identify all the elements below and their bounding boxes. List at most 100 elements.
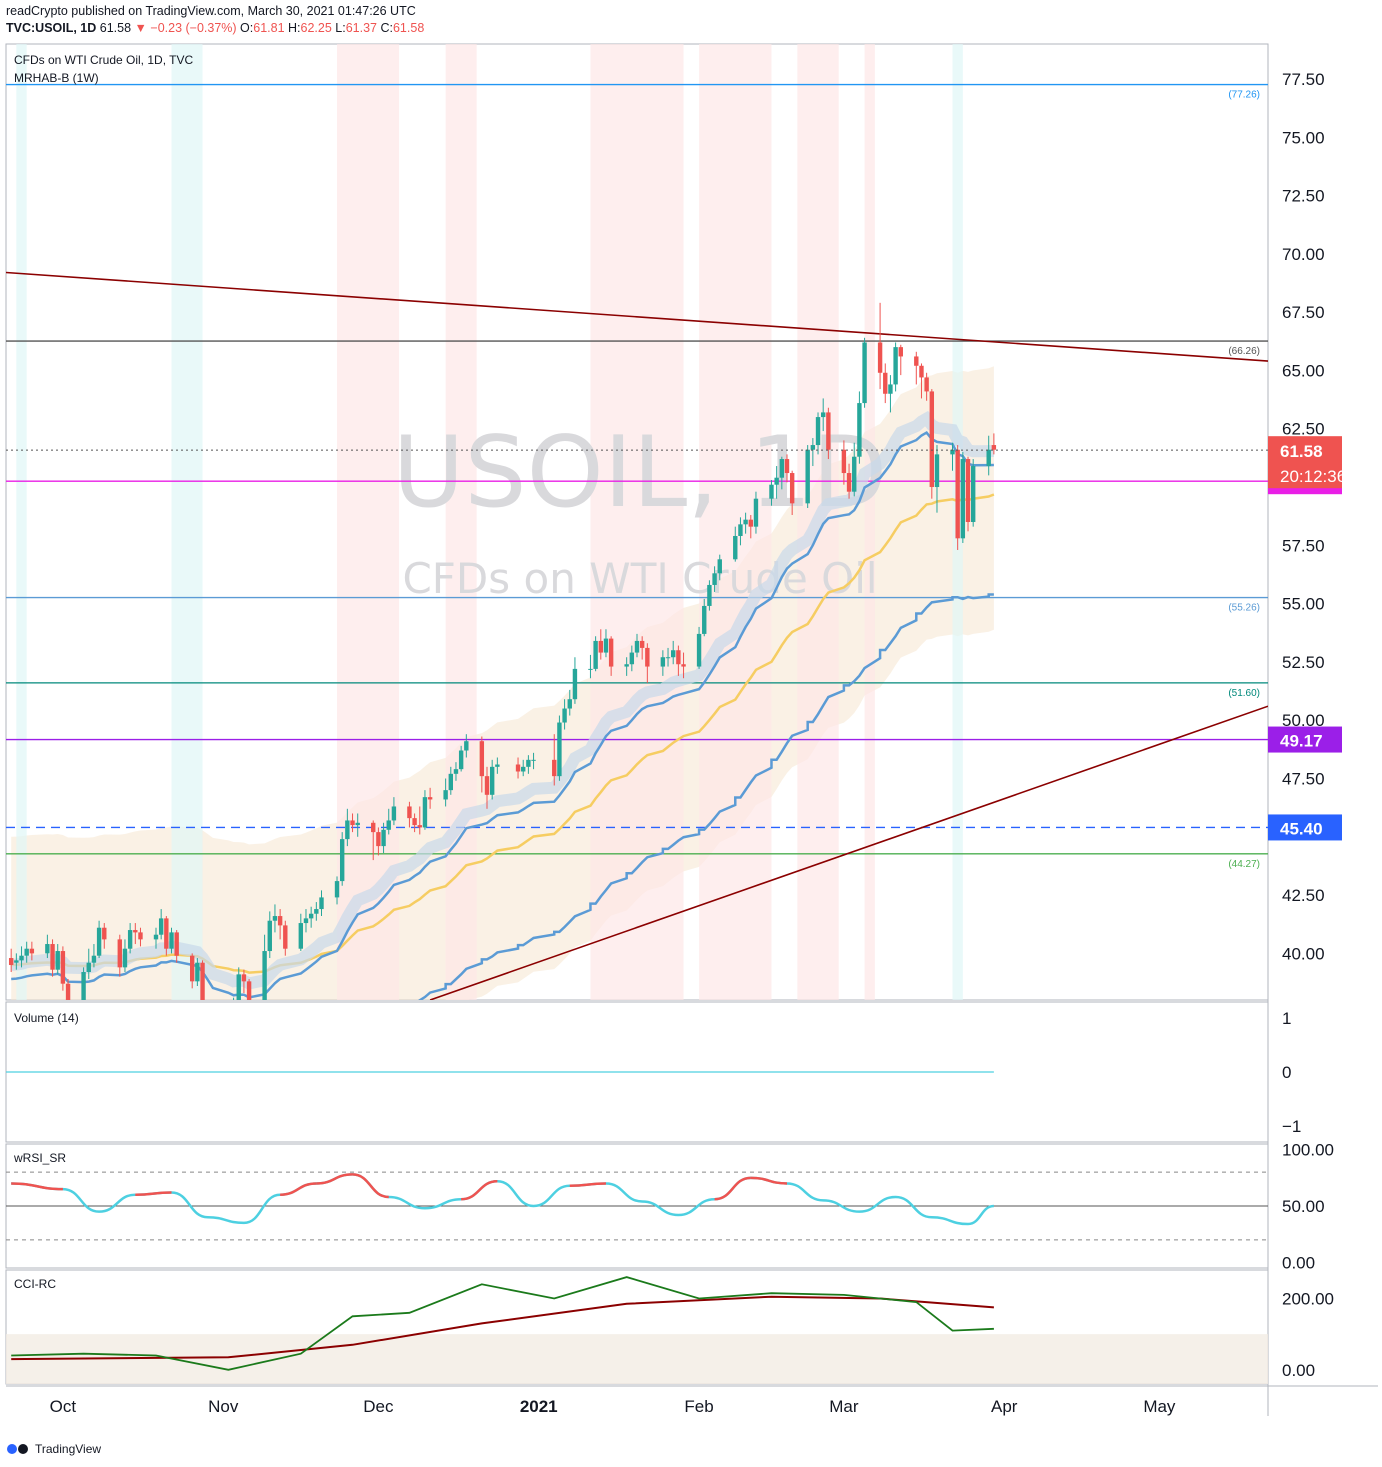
highlight-band — [337, 44, 400, 1000]
candle — [236, 967, 241, 1000]
candle — [852, 442, 857, 497]
wrsi-tick-label: 50.00 — [1282, 1197, 1325, 1216]
candle — [65, 979, 71, 1000]
legend-title[interactable]: CFDs on WTI Crude Oil, 1D, TVC — [14, 53, 193, 67]
candle — [55, 944, 60, 975]
candle — [877, 302, 883, 390]
candle — [246, 979, 252, 1000]
candle — [572, 657, 578, 704]
wrsi-title: wRSI_SR — [13, 1151, 66, 1165]
candle — [893, 342, 898, 392]
candle — [334, 876, 340, 905]
symbol-label[interactable]: TVC:USOIL, 1D — [6, 21, 97, 35]
candle — [195, 958, 200, 987]
candle — [950, 442, 955, 471]
time-tick-label: Oct — [50, 1397, 77, 1416]
candle — [458, 745, 464, 772]
candle — [608, 636, 614, 676]
candle — [345, 808, 350, 847]
candle — [206, 1007, 210, 1049]
price-badge-label: 49.17 — [1280, 732, 1323, 751]
wrsi-line-segment — [280, 1182, 317, 1196]
candle — [233, 997, 235, 1000]
chart-header: readCrypto published on TradingView.com,… — [0, 0, 1382, 40]
candle — [681, 652, 686, 679]
candle — [521, 759, 526, 777]
price-tick-label: 50.00 — [1282, 711, 1325, 730]
candle — [386, 808, 391, 835]
candle — [960, 452, 966, 543]
candle — [965, 456, 971, 532]
candle — [24, 941, 29, 963]
candle — [970, 459, 976, 527]
candle — [862, 337, 867, 408]
candle — [820, 398, 826, 432]
candle — [914, 351, 919, 385]
candle — [127, 923, 133, 954]
candle — [748, 515, 753, 539]
candle — [826, 407, 831, 460]
price-tick-label: 70.00 — [1282, 245, 1325, 264]
wrsi-line-segment — [569, 1182, 606, 1187]
candle — [122, 939, 128, 973]
watermark-symbol: USOIL, 1D — [393, 416, 888, 530]
candle — [339, 832, 345, 886]
candle — [815, 412, 821, 455]
yellow-moving-average — [11, 493, 995, 974]
price-tick-label: 72.50 — [1282, 187, 1325, 206]
cci-tick-label: 200.00 — [1282, 1290, 1334, 1309]
candle — [784, 454, 790, 483]
highlight-band — [171, 44, 203, 1000]
highlight-band — [864, 44, 875, 1000]
highlight-band — [590, 44, 684, 1000]
candle — [319, 890, 324, 917]
candle — [743, 512, 748, 534]
candle — [117, 934, 122, 977]
price-badge — [1268, 726, 1342, 753]
time-tick-label: 2021 — [520, 1397, 558, 1416]
candle — [169, 927, 174, 954]
volume-tick-label: 0 — [1282, 1063, 1291, 1082]
last-price-label: 61.58 — [1280, 442, 1323, 461]
level-label: (66.26) — [1228, 346, 1260, 357]
candle — [702, 598, 707, 637]
candle — [158, 909, 164, 940]
candle — [676, 645, 681, 676]
candle — [102, 923, 107, 949]
candle — [226, 1016, 230, 1072]
candle — [557, 715, 562, 781]
candle — [934, 445, 940, 513]
candle — [562, 699, 567, 730]
volume-tick-label: −1 — [1282, 1117, 1301, 1136]
wrsi-line-segment — [316, 1173, 353, 1185]
wrsi-tick-label: 0.00 — [1282, 1253, 1315, 1272]
candle — [81, 967, 86, 1000]
candle — [464, 734, 469, 758]
candle — [883, 363, 888, 404]
candle — [200, 960, 205, 1000]
candle — [634, 633, 640, 658]
candle — [779, 456, 785, 490]
time-tick-label: Apr — [991, 1397, 1018, 1416]
candle — [427, 787, 433, 809]
candle — [133, 923, 138, 945]
candle — [407, 801, 412, 828]
price-tick-label: 75.00 — [1282, 128, 1325, 147]
level-label: (51.60) — [1228, 688, 1260, 699]
high-label: H: — [288, 21, 301, 35]
candle — [96, 920, 102, 959]
price-plot-area: USOIL, 1D CFDs on WTI Crude Oil — [6, 44, 1268, 1072]
legend-indicator[interactable]: MRHAB-B (1W) — [14, 71, 99, 85]
candle — [707, 580, 712, 611]
candle — [174, 930, 179, 963]
price-tick-label: 65.00 — [1282, 361, 1325, 380]
candle — [448, 766, 454, 795]
close-value: 61.58 — [392, 21, 425, 35]
volume-title: Volume (14) — [14, 1011, 79, 1025]
price-chart[interactable]: USOIL, 1D CFDs on WTI Crude Oil (77.26) (66… — [0, 40, 1382, 1436]
time-tick-label: Nov — [208, 1397, 239, 1416]
wrsi-line-segment — [11, 1182, 63, 1191]
candle — [453, 762, 459, 781]
candle — [262, 934, 267, 1000]
candle — [629, 645, 635, 672]
